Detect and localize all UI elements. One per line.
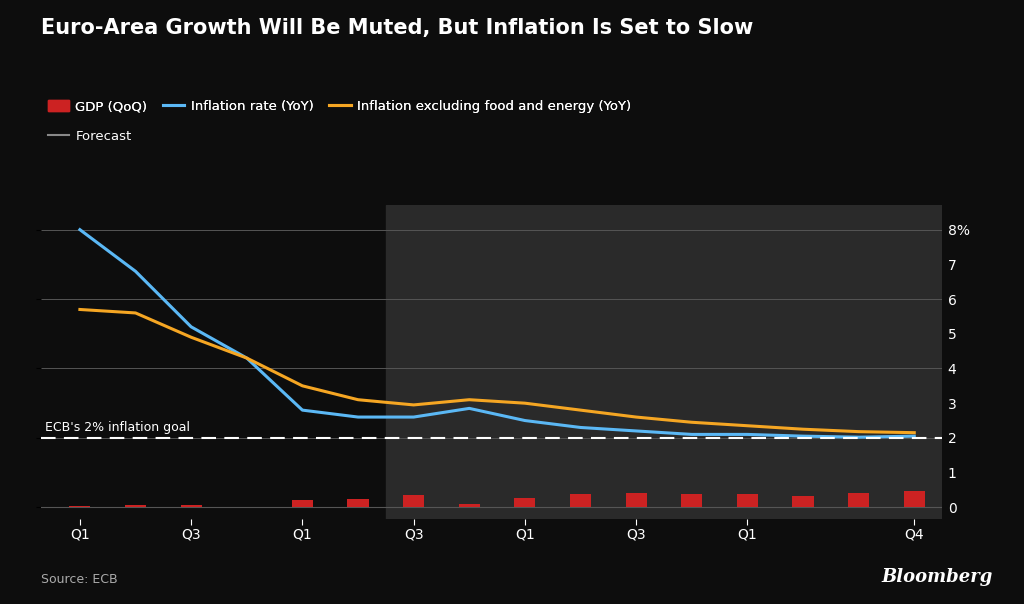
Bar: [737, 494, 758, 507]
Bar: [70, 506, 90, 507]
Legend: GDP (QoQ), Inflation rate (YoY), Inflation excluding food and energy (YoY): GDP (QoQ), Inflation rate (YoY), Inflati…: [47, 100, 631, 113]
Bar: [386, 205, 942, 519]
Text: Bloomberg: Bloomberg: [882, 568, 993, 586]
Bar: [347, 499, 369, 507]
Bar: [904, 490, 925, 507]
Bar: [626, 493, 647, 507]
Bar: [403, 495, 424, 507]
Bar: [681, 494, 702, 507]
Bar: [459, 504, 480, 507]
Legend: Forecast: Forecast: [47, 130, 131, 143]
Text: Source: ECB: Source: ECB: [41, 573, 118, 586]
Bar: [570, 494, 591, 507]
Bar: [848, 493, 869, 507]
Text: Euro-Area Growth Will Be Muted, But Inflation Is Set to Slow: Euro-Area Growth Will Be Muted, But Infl…: [41, 18, 754, 38]
Text: ECB's 2% inflation goal: ECB's 2% inflation goal: [45, 421, 190, 434]
Bar: [180, 504, 202, 507]
Bar: [125, 504, 146, 507]
Bar: [514, 498, 536, 507]
Bar: [793, 496, 814, 507]
Bar: [292, 500, 313, 507]
